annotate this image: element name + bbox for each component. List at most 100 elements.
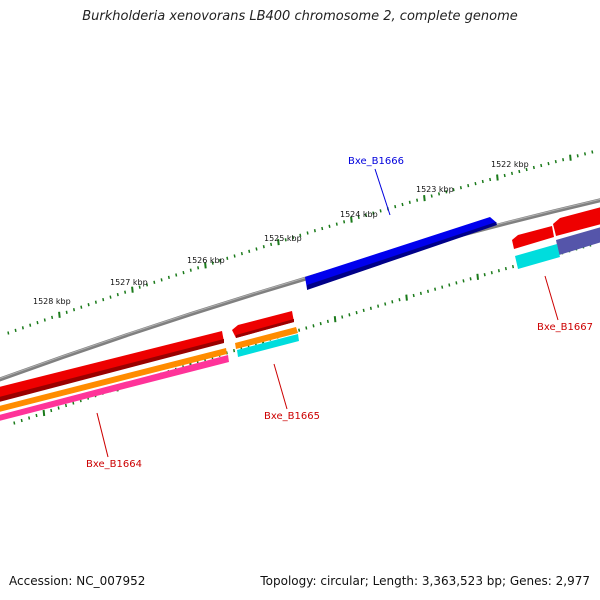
outer-ring-major-tick	[204, 262, 207, 269]
inner-ring-minor-tick	[434, 287, 437, 291]
inner-ring-minor-tick	[391, 300, 394, 304]
gene-bar-purple-right[interactable]	[556, 226, 600, 255]
gene-bar-bxe-b1665[interactable]	[232, 311, 294, 338]
inner-ring-minor-tick	[319, 321, 322, 326]
outer-ring-minor-tick	[518, 169, 521, 174]
outer-ring-major-tick	[350, 216, 353, 223]
outer-ring-minor-tick	[102, 297, 105, 302]
outer-ring-major-tick	[423, 195, 426, 202]
gene-bar-cds-right-2[interactable]	[553, 206, 600, 236]
outer-ring-minor-tick	[299, 233, 302, 237]
gene-bar-bxe-b1665-shade	[236, 319, 294, 338]
chromosome-backbone-highlight	[0, 198, 600, 379]
outer-ring-minor-tick	[328, 224, 331, 228]
outer-ring-minor-tick	[145, 283, 149, 287]
outer-ring-minor-tick	[291, 235, 295, 240]
outer-ring-minor-tick	[72, 308, 76, 312]
outer-ring-minor-tick	[240, 251, 243, 256]
genome-summary-text: Topology: circular; Length: 3,363,523 bp…	[260, 574, 590, 588]
inner-ring-minor-tick	[50, 408, 53, 413]
inner-ring-minor-tick	[72, 401, 75, 405]
outer-ring-minor-tick	[255, 247, 258, 251]
gene-bar-cyan-middle[interactable]	[237, 334, 299, 357]
outer-ring-minor-tick	[357, 215, 360, 220]
outer-ring-minor-tick	[36, 320, 39, 325]
inner-ring-minor-tick	[377, 304, 380, 308]
scale-label-1526: 1526 kbp	[187, 256, 225, 265]
outer-ring-major-tick	[58, 311, 61, 318]
outer-ring-major-tick	[277, 239, 280, 246]
scale-label-1527: 1527 kbp	[110, 278, 148, 287]
outer-ring-minor-tick	[445, 190, 448, 194]
inner-tick-ring	[13, 243, 592, 425]
gene-label-bxe-b1667[interactable]: Bxe_B1667	[537, 322, 593, 333]
outer-ring-minor-tick	[189, 268, 192, 272]
outer-ring-minor-tick	[138, 285, 141, 289]
inner-ring-minor-tick	[504, 266, 507, 271]
outer-ring-minor-tick	[321, 226, 324, 231]
chromosome-backbone	[0, 198, 600, 382]
outer-ring-minor-tick	[313, 229, 316, 233]
outer-ring-minor-tick	[459, 186, 462, 190]
outer-ring-minor-tick	[452, 188, 455, 192]
gene-bar-rna-left[interactable]	[0, 348, 227, 413]
inner-ring-minor-tick	[13, 421, 16, 425]
outer-ring-minor-tick	[540, 163, 543, 168]
gene-label-bxe-b1665[interactable]: Bxe_B1665	[264, 411, 320, 422]
inner-ring-minor-tick	[20, 418, 23, 423]
scale-label-1525: 1525 kbp	[264, 234, 302, 243]
inner-ring-minor-tick	[455, 281, 458, 285]
outer-ring-minor-tick	[124, 290, 127, 294]
gene-bar-bxe-b1664[interactable]	[0, 355, 229, 422]
outer-ring-minor-tick	[65, 310, 68, 314]
gene-bar-cds-right-1[interactable]	[512, 226, 554, 249]
accession-text: Accession: NC_007952	[9, 574, 146, 588]
inner-ring-minor-tick	[419, 291, 422, 296]
inner-ring-minor-tick	[28, 416, 31, 420]
inner-ring-minor-tick	[35, 413, 38, 418]
inner-ring-minor-tick	[355, 310, 358, 315]
gene-label-bxe-b1664[interactable]: Bxe_B1664	[86, 459, 142, 470]
inner-ring-minor-tick	[298, 328, 301, 332]
outer-ring-minor-tick	[510, 171, 514, 176]
outer-ring-minor-tick	[437, 192, 441, 196]
inner-ring-minor-tick	[362, 308, 365, 313]
outer-ring-minor-tick	[43, 318, 46, 322]
inner-ring-minor-tick	[305, 326, 308, 330]
scale-label-1528: 1528 kbp	[33, 297, 71, 306]
outer-ring-minor-tick	[562, 158, 565, 162]
outer-ring-minor-tick	[343, 220, 346, 224]
gene-bar-cds-left-shade	[0, 339, 224, 402]
outer-ring-minor-tick	[270, 242, 273, 247]
callout-line-bxe-b1665	[273, 363, 288, 410]
inner-ring-major-tick	[333, 316, 337, 323]
scale-label-1523: 1523 kbp	[416, 185, 454, 194]
callout-line-bxe-b1666	[374, 168, 391, 216]
inner-ring-minor-tick	[490, 271, 493, 275]
inner-ring-minor-tick	[469, 277, 472, 281]
outer-ring-minor-tick	[532, 165, 535, 170]
outer-ring-minor-tick	[430, 194, 433, 198]
outer-ring-minor-tick	[591, 150, 594, 154]
inner-ring-major-tick	[476, 273, 479, 280]
inner-ring-minor-tick	[426, 289, 430, 293]
gene-label-bxe-b1666[interactable]: Bxe_B1666	[348, 156, 404, 167]
outer-ring-minor-tick	[175, 273, 178, 277]
outer-ring-minor-tick	[197, 266, 200, 270]
outer-ring-minor-tick	[182, 270, 185, 275]
outer-ring-minor-tick	[153, 280, 156, 284]
outer-ring-minor-tick	[14, 328, 17, 333]
inner-ring-minor-tick	[441, 285, 444, 289]
outer-ring-minor-tick	[109, 295, 112, 299]
outer-ring-minor-tick	[408, 200, 411, 204]
outer-ring-minor-tick	[306, 231, 309, 235]
gene-bar-bxe-b1667[interactable]	[515, 244, 560, 269]
inner-ring-minor-tick	[341, 315, 344, 319]
outer-ring-minor-tick	[481, 179, 484, 184]
outer-ring-minor-tick	[554, 159, 557, 164]
outer-tick-ring	[7, 150, 594, 335]
outer-ring-minor-tick	[248, 249, 251, 253]
outer-ring-minor-tick	[284, 238, 287, 242]
gene-bar-rna-middle[interactable]	[235, 327, 298, 349]
